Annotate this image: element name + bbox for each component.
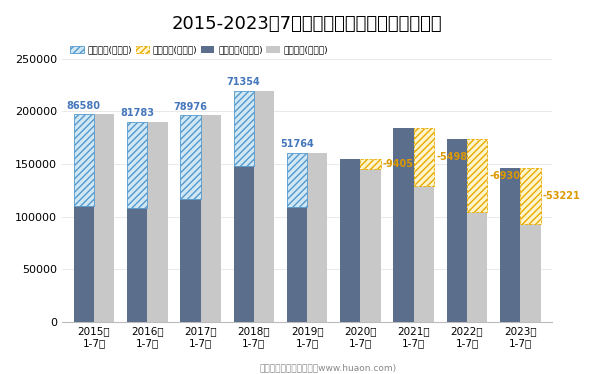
Text: 71354: 71354	[227, 77, 260, 87]
Text: 86580: 86580	[67, 101, 101, 111]
Bar	[287, 153, 307, 207]
Legend: 贸易顺差(万美元), 贸易逆差(万美元), 进口总额(万美元), 出口总额(万美元): 贸易顺差(万美元), 贸易逆差(万美元), 进口总额(万美元), 出口总额(万美…	[67, 42, 331, 58]
Text: 78976: 78976	[173, 102, 207, 112]
Bar	[361, 169, 381, 322]
Text: -9405: -9405	[383, 159, 414, 169]
Bar	[181, 116, 200, 199]
Bar	[307, 153, 327, 322]
Text: 81783: 81783	[120, 108, 154, 118]
Bar	[127, 122, 147, 208]
Bar	[200, 116, 221, 322]
Bar	[520, 168, 541, 224]
Bar	[74, 114, 94, 206]
Title: 2015-2023年7月漕河泾综合保税区进出口差额: 2015-2023年7月漕河泾综合保税区进出口差额	[172, 15, 442, 33]
Bar	[287, 207, 307, 322]
Bar	[414, 128, 434, 186]
Text: -53221: -53221	[543, 191, 581, 201]
Text: -69309: -69309	[489, 171, 527, 181]
Bar	[181, 199, 200, 322]
Bar	[74, 206, 94, 322]
Bar	[467, 212, 488, 322]
Bar	[393, 128, 414, 322]
Bar	[254, 91, 274, 322]
Bar	[340, 159, 361, 322]
Bar	[520, 224, 541, 322]
Bar	[447, 139, 467, 322]
Bar	[234, 166, 254, 322]
Bar	[500, 168, 520, 322]
Bar	[467, 139, 488, 212]
Bar	[234, 91, 254, 166]
Bar	[361, 159, 381, 169]
Bar	[94, 114, 114, 322]
Text: -54984: -54984	[436, 152, 474, 162]
Bar	[414, 186, 434, 322]
Text: 51764: 51764	[280, 139, 314, 149]
Text: 制图：华经产业研究院（www.huaon.com): 制图：华经产业研究院（www.huaon.com)	[259, 363, 396, 372]
Bar	[147, 122, 167, 322]
Bar	[127, 208, 147, 322]
